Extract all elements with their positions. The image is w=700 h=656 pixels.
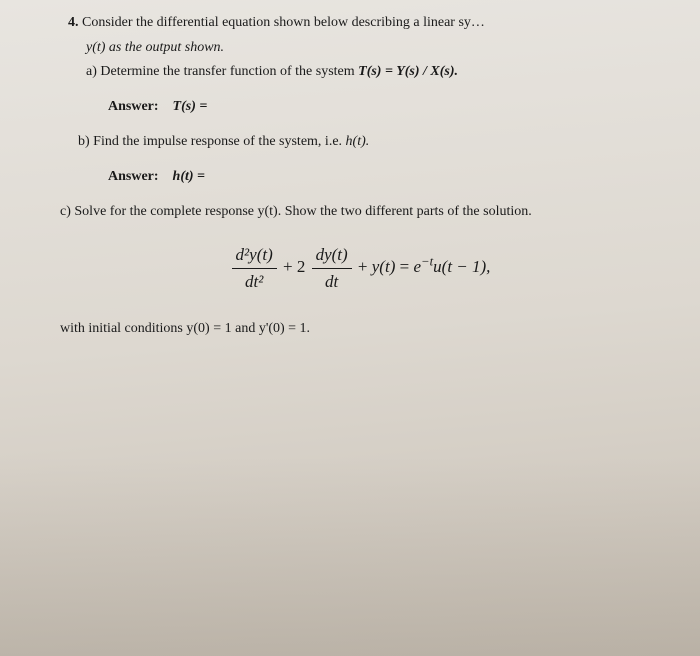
part-c-label: c) (60, 204, 71, 219)
part-b-label: b) (78, 134, 90, 149)
part-c-text: Solve for the complete response y(t). Sh… (74, 204, 531, 219)
answer-b-label: Answer: (108, 169, 159, 184)
problem-number: 4. (68, 15, 79, 30)
answer-b-expr: h(t) = (173, 169, 205, 184)
document-page: 4. Consider the differential equation sh… (0, 0, 700, 369)
equation-rhs-base: e (413, 257, 421, 276)
equation-plus2: + (358, 257, 368, 276)
part-a-text: Determine the transfer function of the s… (100, 64, 354, 79)
problem-intro-text: Consider the differential equation shown… (82, 15, 485, 30)
page-shadow (0, 456, 700, 656)
problem-header: 4. Consider the differential equation sh… (50, 12, 670, 33)
equation-term1-frac: d²y(t) dt² (232, 242, 277, 294)
equation-term3: y(t) (372, 257, 396, 276)
output-text: y(t) as the output shown. (86, 40, 224, 55)
part-a-line: a) Determine the transfer function of th… (50, 61, 670, 82)
equation-rhs-tail: u(t − 1), (433, 257, 490, 276)
answer-a-expr: T(s) = (173, 99, 208, 114)
equation-term1-num: d²y(t) (232, 242, 277, 269)
part-b-text: Find the impulse response of the system,… (93, 134, 342, 149)
part-c-line: c) Solve for the complete response y(t).… (50, 201, 670, 222)
equation-plus1: + 2 (283, 257, 305, 276)
equation-term2-den: dt (312, 269, 352, 295)
part-b-line: b) Find the impulse response of the syst… (50, 131, 670, 152)
answer-b-line: Answer: h(t) = (50, 166, 670, 187)
equation-rhs-exp: −t (421, 254, 433, 268)
equation-equals: = (400, 257, 410, 276)
part-b-term: h(t). (346, 134, 370, 149)
part-a-label: a) (86, 64, 97, 79)
initial-conditions: with initial conditions y(0) = 1 and y'(… (50, 318, 670, 339)
answer-a-line: Answer: T(s) = (50, 96, 670, 117)
differential-equation: d²y(t) dt² + 2 dy(t) dt + y(t) = e−tu(t … (50, 242, 670, 294)
part-a-inline-eq: T(s) = Y(s) / X(s). (358, 64, 458, 79)
equation-term1-den: dt² (232, 269, 277, 295)
answer-a-label: Answer: (108, 99, 159, 114)
equation-rhs: e−tu(t − 1), (413, 257, 490, 276)
equation-term2-num: dy(t) (312, 242, 352, 269)
output-line: y(t) as the output shown. (50, 37, 670, 58)
equation-term2-frac: dy(t) dt (312, 242, 352, 294)
